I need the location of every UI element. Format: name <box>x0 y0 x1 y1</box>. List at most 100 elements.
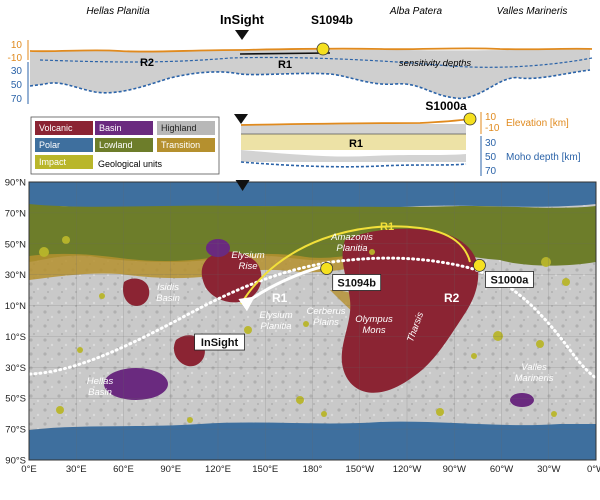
event-marker-s1000a-right <box>463 112 477 126</box>
sensitivity-depth-line <box>39 56 593 68</box>
ray-label-r1-right: R1 <box>349 138 363 150</box>
mars-geological-map: Amazonis Elysium Isidis Elysium Cerberus… <box>28 180 597 461</box>
event-marker-s1094b-top <box>316 42 330 56</box>
ray-label-r1-white: R1 <box>272 291 288 305</box>
region-label-elysium-planitia: Elysium <box>259 310 292 321</box>
lat-tick-label: 30°N <box>5 270 26 281</box>
lat-tick-label: 10°S <box>5 332 26 343</box>
region-label-valles: Valles <box>521 362 547 373</box>
elysium-volcanic-unit <box>201 251 262 303</box>
lon-tick-label: 90°W <box>443 464 466 475</box>
station-label-box <box>194 333 245 351</box>
lon-tick-label: 150°W <box>345 464 374 475</box>
impact-unit-spots <box>39 236 570 423</box>
legend-swatch-volcanic <box>35 121 93 135</box>
legend-label-polar: Polar <box>39 140 60 150</box>
top-profile: Hellas Planitia Alba Patera Valles Marin… <box>8 6 593 105</box>
event-marker-s1000a <box>473 258 486 272</box>
region-label-amazonis-1: Amazonis <box>330 232 373 243</box>
place-label-valles-marineris: Valles Marineris <box>497 6 568 17</box>
map-units <box>29 182 596 460</box>
moho-depth-line <box>29 69 591 100</box>
station-label-insight-top: InSight <box>220 12 265 27</box>
moho-tick-right-70: 70 <box>485 166 497 177</box>
legend-swatch-transition <box>157 138 215 152</box>
lon-tick-label: 0°W <box>587 464 600 475</box>
elevation-tick-right-minus10: -10 <box>485 123 500 134</box>
sensitivity-depths-note: sensitivity depths <box>399 58 472 69</box>
ray-label-r1-yellow: R1 <box>380 221 394 233</box>
place-label-alba-patera: Alba Patera <box>389 6 443 17</box>
legend-swatch-highland <box>157 121 215 135</box>
station-triangle-right-icon <box>234 114 248 124</box>
legend-swatch-basin <box>95 121 153 135</box>
moho-tick-top-70: 70 <box>11 94 23 105</box>
lat-tick-label: 30°S <box>5 363 26 374</box>
tharsis-volcanic-unit <box>341 228 479 393</box>
legend-swatch-impact <box>35 155 93 169</box>
legend-title: Geological units <box>98 159 163 169</box>
elevation-axis-label: Elevation [km] <box>506 118 569 129</box>
lat-tick-label: 50°N <box>5 239 26 250</box>
region-label-elysium-rise-line2: Rise <box>238 261 257 272</box>
station-triangle-icon <box>235 30 249 40</box>
moho-depth-line-right <box>240 161 467 168</box>
lat-tick-label: 50°S <box>5 394 26 405</box>
legend-label-basin: Basin <box>99 123 122 133</box>
legend-label-transition: Transition <box>161 140 200 150</box>
lat-tick-label: 70°S <box>5 425 26 436</box>
moho-tick-top-50: 50 <box>11 80 23 91</box>
region-label-isidis-line2: Basin <box>156 293 180 304</box>
region-label-hellas-line2: Basin <box>88 387 112 398</box>
lat-tick-label: 90°N <box>5 178 26 189</box>
elevation-tick-right-10: 10 <box>485 112 497 123</box>
lon-tick-label: 30°E <box>66 464 87 475</box>
region-label-hellas: Hellas <box>87 376 114 387</box>
ray-label-r2-map: R2 <box>444 291 460 305</box>
event-label-box-s1094b <box>332 274 382 291</box>
lon-tick-label: 150°E <box>252 464 278 475</box>
lat-tick-label: 70°N <box>5 208 26 219</box>
legend-label-volcanic: Volcanic <box>39 123 73 133</box>
ray-path-r1-yellow <box>240 225 471 305</box>
ray-label-r1-top: R1 <box>278 59 292 71</box>
lon-tick-label: 60°E <box>113 464 134 475</box>
region-label-cerberus-line2: Plains <box>313 317 339 328</box>
profile-black-segment <box>239 52 331 55</box>
event-marker-s1094b <box>320 262 334 275</box>
lon-tick-label: 30°W <box>537 464 560 475</box>
elevation-tick-top-minus10: -10 <box>8 53 23 64</box>
geological-units-legend: Volcanic Basin Highland Polar Lowland Transit… <box>30 116 220 175</box>
argyre-basin-unit <box>510 393 534 407</box>
legend-label-lowland: Lowland <box>99 140 133 150</box>
lon-tick-label: 180° <box>303 464 323 475</box>
mantle-fill-right <box>241 150 466 162</box>
legend-label-impact: Impact <box>39 157 67 167</box>
crust-fill <box>30 49 590 99</box>
ray-path-r1-white <box>238 264 326 312</box>
station-label-insight-map: InSight <box>201 337 239 349</box>
elevation-line-right <box>240 118 471 126</box>
elevation-line <box>29 47 593 53</box>
place-label-hellas-planitia: Hellas Planitia <box>86 6 150 17</box>
region-label-valles-line2: Marineris <box>514 373 553 384</box>
ray-label-r2-top: R2 <box>140 57 154 69</box>
lon-tick-label: 90°E <box>160 464 181 475</box>
map-frame <box>28 181 597 461</box>
region-label-elysium-planitia-line2: Planitia <box>260 321 291 332</box>
moho-axis-label: Moho depth [km] <box>506 152 581 163</box>
event-label-s1000a-top: S1000a <box>425 99 467 113</box>
region-label-olympus-line2: Mons <box>362 325 385 336</box>
syrtis-volcanic-unit <box>122 278 150 306</box>
event-label-s1000a-map: S1000a <box>490 274 529 286</box>
legend-swatch-polar <box>35 138 93 152</box>
region-label-amazonis-2: Planitia <box>336 243 367 254</box>
legend-swatch-lowland <box>95 138 153 152</box>
lon-tick-label: 120°E <box>205 464 231 475</box>
elevation-tick-top-10: 10 <box>11 40 23 51</box>
lon-tick-label: 120°W <box>393 464 422 475</box>
lat-tick-label: 90°S <box>5 456 26 467</box>
region-label-cerberus: Cerberus <box>306 306 345 317</box>
region-label-isidis: Isidis <box>157 282 179 293</box>
